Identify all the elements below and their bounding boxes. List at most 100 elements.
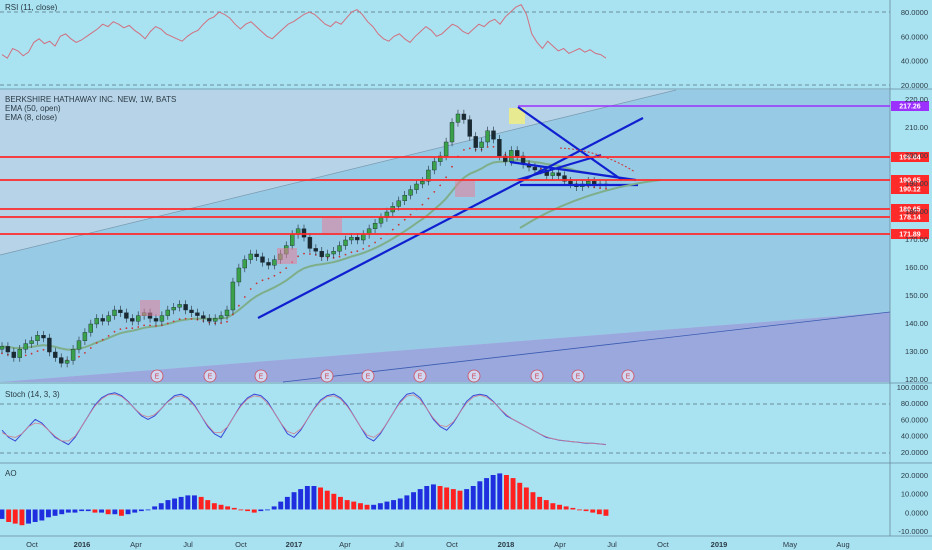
candle-body[interactable] xyxy=(301,228,307,238)
ao-bar[interactable] xyxy=(523,487,529,510)
candle-body[interactable] xyxy=(497,138,502,157)
candle-body[interactable] xyxy=(124,312,129,319)
ao-bar[interactable] xyxy=(132,509,138,513)
ao-bar[interactable] xyxy=(185,495,191,510)
ao-bar[interactable] xyxy=(444,487,450,510)
candle-body[interactable] xyxy=(550,172,555,176)
stoch-d-line[interactable] xyxy=(1,393,607,445)
ao-bar[interactable] xyxy=(431,484,436,510)
candle-body[interactable] xyxy=(515,150,520,157)
candle-body[interactable] xyxy=(260,256,265,263)
ao-bar[interactable] xyxy=(65,509,71,513)
candle-body[interactable] xyxy=(355,236,360,241)
candle-body[interactable] xyxy=(509,150,514,162)
candle-body[interactable] xyxy=(195,312,200,316)
ao-bar[interactable] xyxy=(265,509,270,511)
candle-body[interactable] xyxy=(426,169,431,182)
ao-bar[interactable] xyxy=(358,503,363,510)
ao-bar[interactable] xyxy=(138,509,144,512)
candle-body[interactable] xyxy=(432,161,437,171)
highlight-box-top[interactable] xyxy=(509,108,525,124)
ao-bar[interactable] xyxy=(251,509,257,513)
candle-body[interactable] xyxy=(266,262,271,266)
ao-bar[interactable] xyxy=(238,509,244,511)
ao-bar[interactable] xyxy=(417,489,423,510)
ao-bar[interactable] xyxy=(404,495,410,510)
candle-body[interactable] xyxy=(449,122,455,143)
candle-body[interactable] xyxy=(94,318,99,325)
earnings-marker[interactable] xyxy=(530,369,544,383)
rsi-line[interactable] xyxy=(1,4,607,59)
ao-bar[interactable] xyxy=(298,489,304,510)
candle-body[interactable] xyxy=(165,309,171,316)
candle-body[interactable] xyxy=(467,119,472,137)
ao-bar[interactable] xyxy=(59,509,65,515)
candle-body[interactable] xyxy=(438,155,443,162)
ao-bar[interactable] xyxy=(450,489,456,510)
ao-bar[interactable] xyxy=(590,509,596,513)
candle-body[interactable] xyxy=(135,315,141,322)
ao-bar[interactable] xyxy=(304,486,310,510)
ao-bar[interactable] xyxy=(218,504,224,510)
highlight-box[interactable] xyxy=(455,181,475,197)
ao-bar[interactable] xyxy=(570,507,576,510)
candle-body[interactable] xyxy=(53,351,58,358)
ao-bar[interactable] xyxy=(311,486,317,510)
candle-body[interactable] xyxy=(325,253,330,257)
candle-body[interactable] xyxy=(177,304,182,308)
candle-body[interactable] xyxy=(568,180,573,185)
candle-body[interactable] xyxy=(272,259,277,266)
highlight-box[interactable] xyxy=(277,248,297,264)
candle-body[interactable] xyxy=(402,194,407,201)
candle-body[interactable] xyxy=(343,239,348,246)
candle-body[interactable] xyxy=(183,304,188,311)
ao-bar[interactable] xyxy=(12,509,18,524)
ao-bar[interactable] xyxy=(211,503,217,510)
ao-bar[interactable] xyxy=(245,509,250,512)
ao-bar[interactable] xyxy=(530,492,536,510)
ao-bar[interactable] xyxy=(477,481,483,510)
ao-bar[interactable] xyxy=(165,500,171,510)
ao-bar[interactable] xyxy=(344,500,350,510)
ao-bar[interactable] xyxy=(158,503,164,510)
ao-bar[interactable] xyxy=(371,504,377,510)
candle-body[interactable] xyxy=(212,318,218,322)
earnings-marker[interactable] xyxy=(320,369,334,383)
candle-body[interactable] xyxy=(189,309,194,313)
candle-body[interactable] xyxy=(70,349,76,361)
ao-bar[interactable] xyxy=(377,503,383,510)
candle-body[interactable] xyxy=(455,113,461,123)
ao-bar[interactable] xyxy=(72,509,78,513)
candle-body[interactable] xyxy=(236,267,242,283)
candle-body[interactable] xyxy=(35,335,40,342)
candle-body[interactable] xyxy=(562,175,567,182)
ao-bar[interactable] xyxy=(318,487,323,510)
ao-bar[interactable] xyxy=(145,509,151,511)
ao-bar[interactable] xyxy=(331,493,337,510)
earnings-marker[interactable] xyxy=(571,369,585,383)
candle-body[interactable] xyxy=(479,141,484,148)
candle-body[interactable] xyxy=(443,141,449,157)
candle-body[interactable] xyxy=(503,155,508,162)
candle-body[interactable] xyxy=(248,253,253,260)
earnings-marker[interactable] xyxy=(467,369,481,383)
candle-body[interactable] xyxy=(372,222,378,229)
ao-bar[interactable] xyxy=(119,509,124,516)
highlight-box[interactable] xyxy=(140,300,160,316)
candle-body[interactable] xyxy=(82,332,88,341)
trend-line[interactable] xyxy=(516,153,602,182)
candle-body[interactable] xyxy=(207,318,212,322)
ao-bar[interactable] xyxy=(550,503,556,510)
candle-body[interactable] xyxy=(64,360,70,364)
ao-bar[interactable] xyxy=(198,496,204,510)
trend-line[interactable] xyxy=(517,106,623,181)
ao-bar[interactable] xyxy=(125,509,131,515)
ao-bar[interactable] xyxy=(497,473,503,510)
ao-bar[interactable] xyxy=(26,509,31,524)
ao-bar[interactable] xyxy=(517,482,523,510)
candle-body[interactable] xyxy=(201,315,206,319)
candle-body[interactable] xyxy=(307,236,313,249)
candle-body[interactable] xyxy=(408,189,413,196)
ao-bar[interactable] xyxy=(192,495,197,510)
